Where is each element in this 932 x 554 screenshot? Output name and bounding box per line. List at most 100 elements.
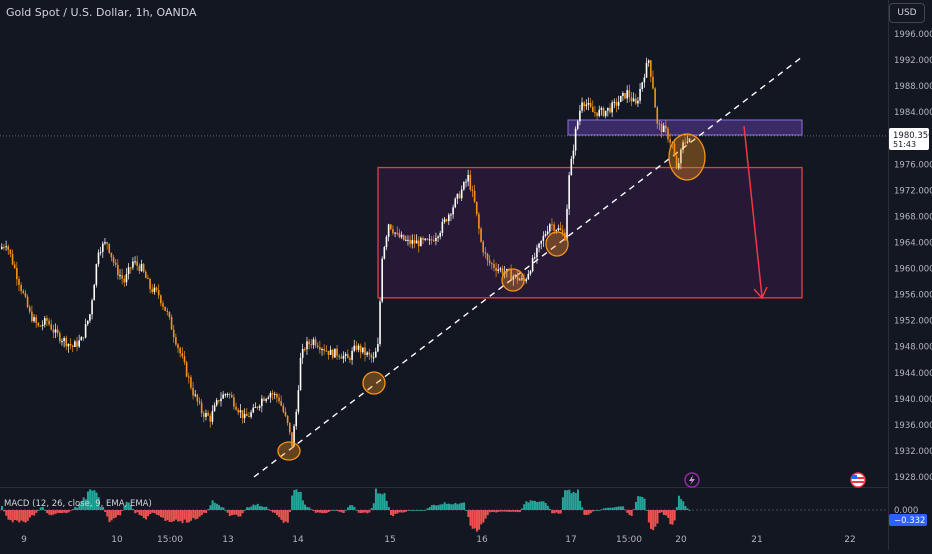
candle[interactable] — [630, 91, 633, 107]
candle[interactable] — [198, 397, 201, 405]
candle[interactable] — [177, 342, 179, 353]
candle[interactable] — [566, 204, 568, 242]
candle[interactable] — [334, 348, 336, 358]
candle[interactable] — [18, 276, 20, 292]
us-flag-icon[interactable] — [850, 472, 866, 488]
resistance-zone[interactable] — [567, 119, 803, 136]
candle[interactable] — [579, 104, 581, 126]
candle[interactable] — [417, 236, 420, 253]
candle[interactable] — [574, 126, 577, 156]
candle[interactable] — [428, 234, 431, 245]
candle[interactable] — [456, 193, 459, 205]
candle[interactable] — [544, 230, 547, 238]
candle[interactable] — [639, 83, 641, 104]
candle[interactable] — [110, 252, 113, 262]
candle[interactable] — [190, 374, 192, 390]
candle[interactable] — [5, 240, 7, 251]
candle[interactable] — [241, 410, 244, 424]
candle[interactable] — [641, 81, 644, 92]
candle[interactable] — [183, 350, 186, 365]
candle[interactable] — [24, 290, 27, 299]
candle[interactable] — [39, 325, 42, 327]
candle[interactable] — [667, 126, 669, 143]
candle[interactable] — [525, 277, 527, 284]
candle[interactable] — [56, 325, 59, 337]
candle[interactable] — [405, 235, 407, 242]
candle[interactable] — [518, 277, 521, 281]
candle[interactable] — [374, 347, 377, 358]
candle[interactable] — [452, 204, 454, 219]
candle[interactable] — [9, 249, 12, 258]
candle[interactable] — [344, 352, 347, 362]
candle[interactable] — [591, 100, 594, 113]
candle[interactable] — [160, 294, 162, 307]
currency-button[interactable]: USD — [889, 3, 925, 23]
candle[interactable] — [499, 266, 502, 273]
candle[interactable] — [11, 249, 14, 266]
candle[interactable] — [46, 315, 48, 327]
candle[interactable] — [546, 225, 549, 236]
candle[interactable] — [430, 235, 433, 245]
candle[interactable] — [134, 256, 136, 265]
candle[interactable] — [224, 393, 227, 398]
candle[interactable] — [282, 402, 285, 414]
candle[interactable] — [420, 236, 422, 247]
candle[interactable] — [469, 170, 472, 192]
candle[interactable] — [91, 298, 93, 320]
candle[interactable] — [377, 337, 379, 353]
candle[interactable] — [278, 393, 280, 404]
candle[interactable] — [634, 93, 637, 105]
candle[interactable] — [291, 432, 293, 450]
candle[interactable] — [99, 246, 102, 256]
event-flash-icon[interactable] — [684, 472, 700, 488]
candle[interactable] — [50, 319, 53, 331]
candle[interactable] — [61, 338, 63, 346]
candle[interactable] — [117, 258, 119, 280]
candle[interactable] — [389, 223, 392, 231]
candle[interactable] — [106, 241, 108, 250]
candle[interactable] — [207, 410, 209, 417]
candle[interactable] — [576, 119, 579, 131]
candle[interactable] — [396, 226, 399, 236]
candle[interactable] — [443, 216, 446, 224]
candle[interactable] — [245, 407, 248, 417]
candle[interactable] — [490, 262, 493, 270]
candle[interactable] — [460, 185, 463, 201]
candle[interactable] — [306, 336, 308, 355]
candle[interactable] — [104, 237, 106, 246]
candle[interactable] — [475, 201, 478, 217]
candle[interactable] — [48, 317, 50, 327]
candle[interactable] — [538, 242, 540, 253]
candle[interactable] — [441, 218, 444, 237]
candle[interactable] — [581, 97, 583, 113]
candle[interactable] — [215, 397, 218, 407]
candle[interactable] — [473, 184, 476, 203]
candle[interactable] — [218, 399, 220, 404]
candle[interactable] — [301, 343, 304, 364]
candle[interactable] — [439, 230, 442, 240]
candle[interactable] — [654, 87, 656, 108]
candle[interactable] — [69, 338, 72, 350]
candle[interactable] — [342, 351, 345, 364]
candle[interactable] — [336, 344, 338, 360]
candle[interactable] — [149, 277, 151, 294]
candle[interactable] — [643, 73, 646, 88]
candle[interactable] — [688, 138, 691, 143]
candle[interactable] — [327, 350, 330, 360]
candle[interactable] — [258, 404, 261, 411]
candle[interactable] — [604, 110, 607, 119]
candle[interactable] — [650, 59, 652, 83]
candle[interactable] — [228, 392, 231, 399]
candle[interactable] — [142, 262, 145, 274]
candle[interactable] — [392, 225, 394, 236]
candle[interactable] — [123, 275, 126, 287]
candle[interactable] — [329, 345, 332, 355]
candle[interactable] — [22, 289, 25, 295]
candle[interactable] — [153, 283, 156, 295]
candle[interactable] — [340, 353, 343, 359]
candle[interactable] — [613, 98, 616, 109]
candle[interactable] — [308, 338, 310, 350]
candle[interactable] — [220, 392, 222, 407]
candle[interactable] — [37, 322, 40, 328]
trend-line[interactable] — [253, 56, 803, 478]
